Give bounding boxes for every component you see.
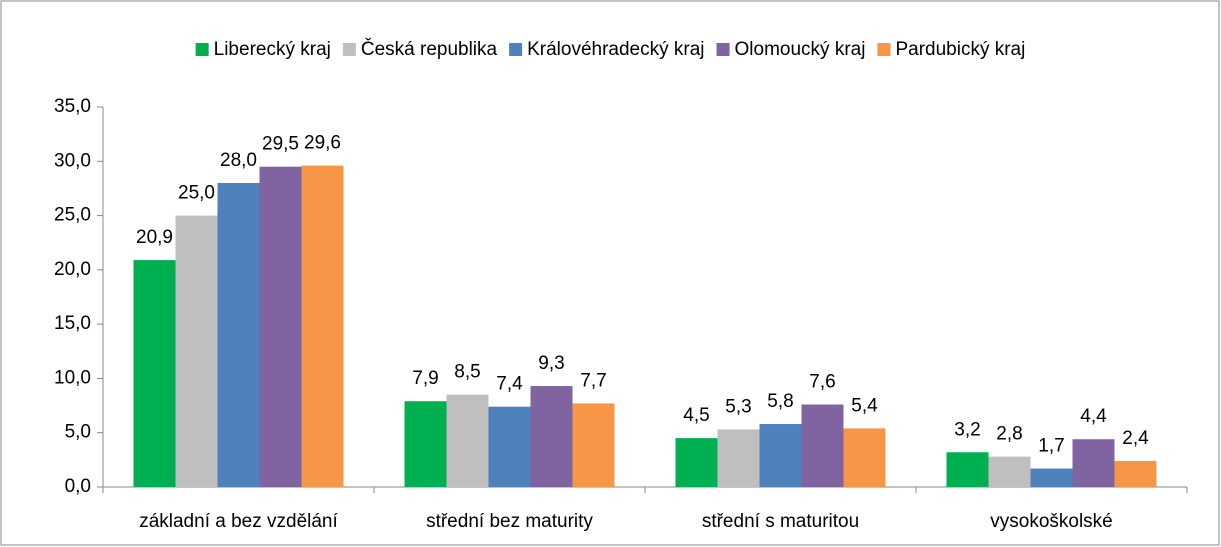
bar [572, 403, 615, 487]
bar [1030, 468, 1073, 487]
legend-swatch [509, 43, 523, 56]
bar [217, 183, 260, 487]
data-label: 29,5 [262, 134, 299, 155]
bar [259, 166, 302, 487]
data-label: 2,4 [1122, 428, 1149, 449]
y-tick-label: 10,0 [54, 367, 91, 388]
y-tick-label: 15,0 [54, 313, 91, 334]
data-label: 7,7 [580, 370, 606, 391]
y-tick-label: 25,0 [54, 205, 91, 226]
legend-label: Královéhradecký kraj [527, 39, 704, 60]
bar [175, 215, 218, 488]
bar [946, 452, 989, 487]
x-tick-label: vysokoškolské [990, 511, 1113, 532]
bar [801, 404, 844, 487]
data-label: 20,9 [136, 227, 173, 248]
data-label: 8,5 [454, 362, 480, 383]
bar [1072, 439, 1115, 487]
bar [488, 406, 531, 487]
bar [675, 438, 718, 487]
data-label: 7,6 [809, 372, 835, 393]
legend-swatch [716, 43, 730, 56]
bar [133, 260, 176, 487]
data-label: 9,3 [538, 353, 564, 374]
bar [446, 394, 489, 487]
bar [717, 429, 760, 487]
legend-label: Česká republika [361, 38, 498, 60]
data-label: 28,0 [220, 150, 257, 171]
bar [843, 428, 886, 487]
y-tick-label: 35,0 [54, 96, 91, 117]
data-label: 29,6 [304, 133, 341, 154]
bar [301, 165, 344, 487]
bar [988, 456, 1031, 487]
legend-label: Pardubický kraj [895, 39, 1025, 60]
y-tick-label: 5,0 [65, 422, 91, 443]
bar [404, 401, 447, 487]
y-tick-label: 0,0 [65, 476, 91, 497]
legend-label: Liberecký kraj [214, 39, 331, 60]
legend-label: Olomoucký kraj [735, 39, 866, 60]
bar [530, 386, 573, 487]
x-tick-label: základní a bez vzdělání [139, 511, 338, 532]
legend-swatch [877, 43, 891, 56]
data-label: 4,4 [1080, 406, 1107, 427]
bar [1114, 460, 1157, 487]
data-label: 4,5 [683, 405, 709, 426]
data-label: 5,4 [851, 395, 878, 416]
y-tick-label: 30,0 [54, 150, 91, 171]
data-label: 2,8 [996, 424, 1022, 445]
x-tick-label: střední bez maturity [426, 511, 593, 532]
data-label: 3,2 [954, 419, 980, 440]
x-tick-label: střední s maturitou [702, 511, 859, 532]
y-tick-label: 20,0 [54, 259, 91, 280]
legend-swatch [195, 43, 209, 56]
data-label: 25,0 [178, 183, 215, 204]
bar [759, 424, 802, 487]
data-label: 7,9 [412, 368, 438, 389]
data-label: 5,3 [725, 396, 751, 417]
data-label: 5,8 [767, 391, 793, 412]
data-label: 7,4 [496, 374, 523, 395]
data-label: 1,7 [1038, 436, 1064, 457]
legend-swatch [342, 43, 356, 56]
